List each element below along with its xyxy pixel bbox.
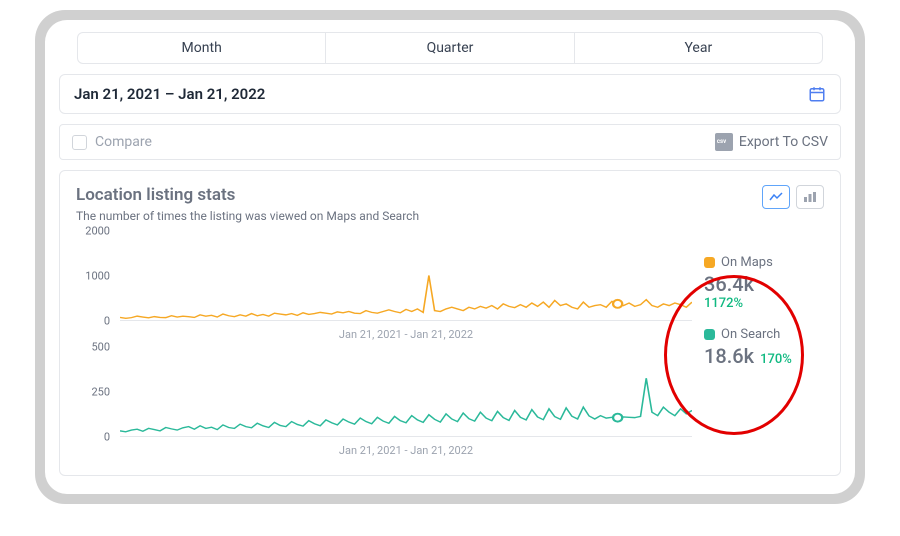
legend-search-label: On Search	[721, 327, 780, 342]
date-range-picker[interactable]: Jan 21, 2021 – Jan 21, 2022	[59, 74, 841, 114]
legend-maps: On Maps 36.4k 1172%	[704, 255, 824, 311]
compare-toggle[interactable]: Compare	[72, 134, 152, 150]
legend-search-pct: 170%	[760, 352, 792, 367]
tab-year[interactable]: Year	[575, 33, 822, 63]
chart-type-toggle	[762, 185, 824, 209]
legend-search-value: 18.6k	[704, 344, 754, 368]
period-tabs: Month Quarter Year	[77, 32, 823, 64]
maps-chart: 010002000 Jan 21, 2021 - Jan 21, 2022	[76, 231, 692, 341]
stats-panel: Location listing stats The number of tim…	[59, 170, 841, 476]
legend-maps-pct: 1172%	[704, 296, 824, 311]
panel-title: Location listing stats	[76, 185, 419, 205]
compare-label: Compare	[95, 134, 152, 150]
bar-chart-icon	[803, 191, 817, 203]
tab-quarter[interactable]: Quarter	[326, 33, 574, 63]
csv-icon	[715, 133, 733, 151]
maps-swatch	[704, 257, 715, 268]
toolbar: Compare Export To CSV	[59, 124, 841, 160]
maps-chart-xlabel: Jan 21, 2021 - Jan 21, 2022	[76, 328, 692, 341]
legend-maps-label: On Maps	[721, 255, 773, 270]
line-chart-icon	[769, 191, 783, 203]
legend: On Maps 36.4k 1172% On Search 18.6k 170%	[704, 231, 824, 457]
panel-subtitle: The number of times the listing was view…	[76, 209, 419, 223]
line-chart-button[interactable]	[762, 185, 790, 209]
legend-search: On Search 18.6k 170%	[704, 327, 824, 368]
bar-chart-button[interactable]	[796, 185, 824, 209]
date-range-label: Jan 21, 2021 – Jan 21, 2022	[74, 85, 265, 103]
search-chart-xlabel: Jan 21, 2021 - Jan 21, 2022	[76, 444, 692, 457]
export-csv-button[interactable]: Export To CSV	[715, 133, 828, 151]
tab-month[interactable]: Month	[78, 33, 326, 63]
export-label: Export To CSV	[739, 134, 828, 150]
search-chart: 0250500 Jan 21, 2021 - Jan 21, 2022	[76, 347, 692, 457]
calendar-icon	[808, 85, 826, 103]
legend-maps-value: 36.4k	[704, 272, 824, 296]
search-swatch	[704, 329, 715, 340]
compare-checkbox[interactable]	[72, 135, 87, 150]
